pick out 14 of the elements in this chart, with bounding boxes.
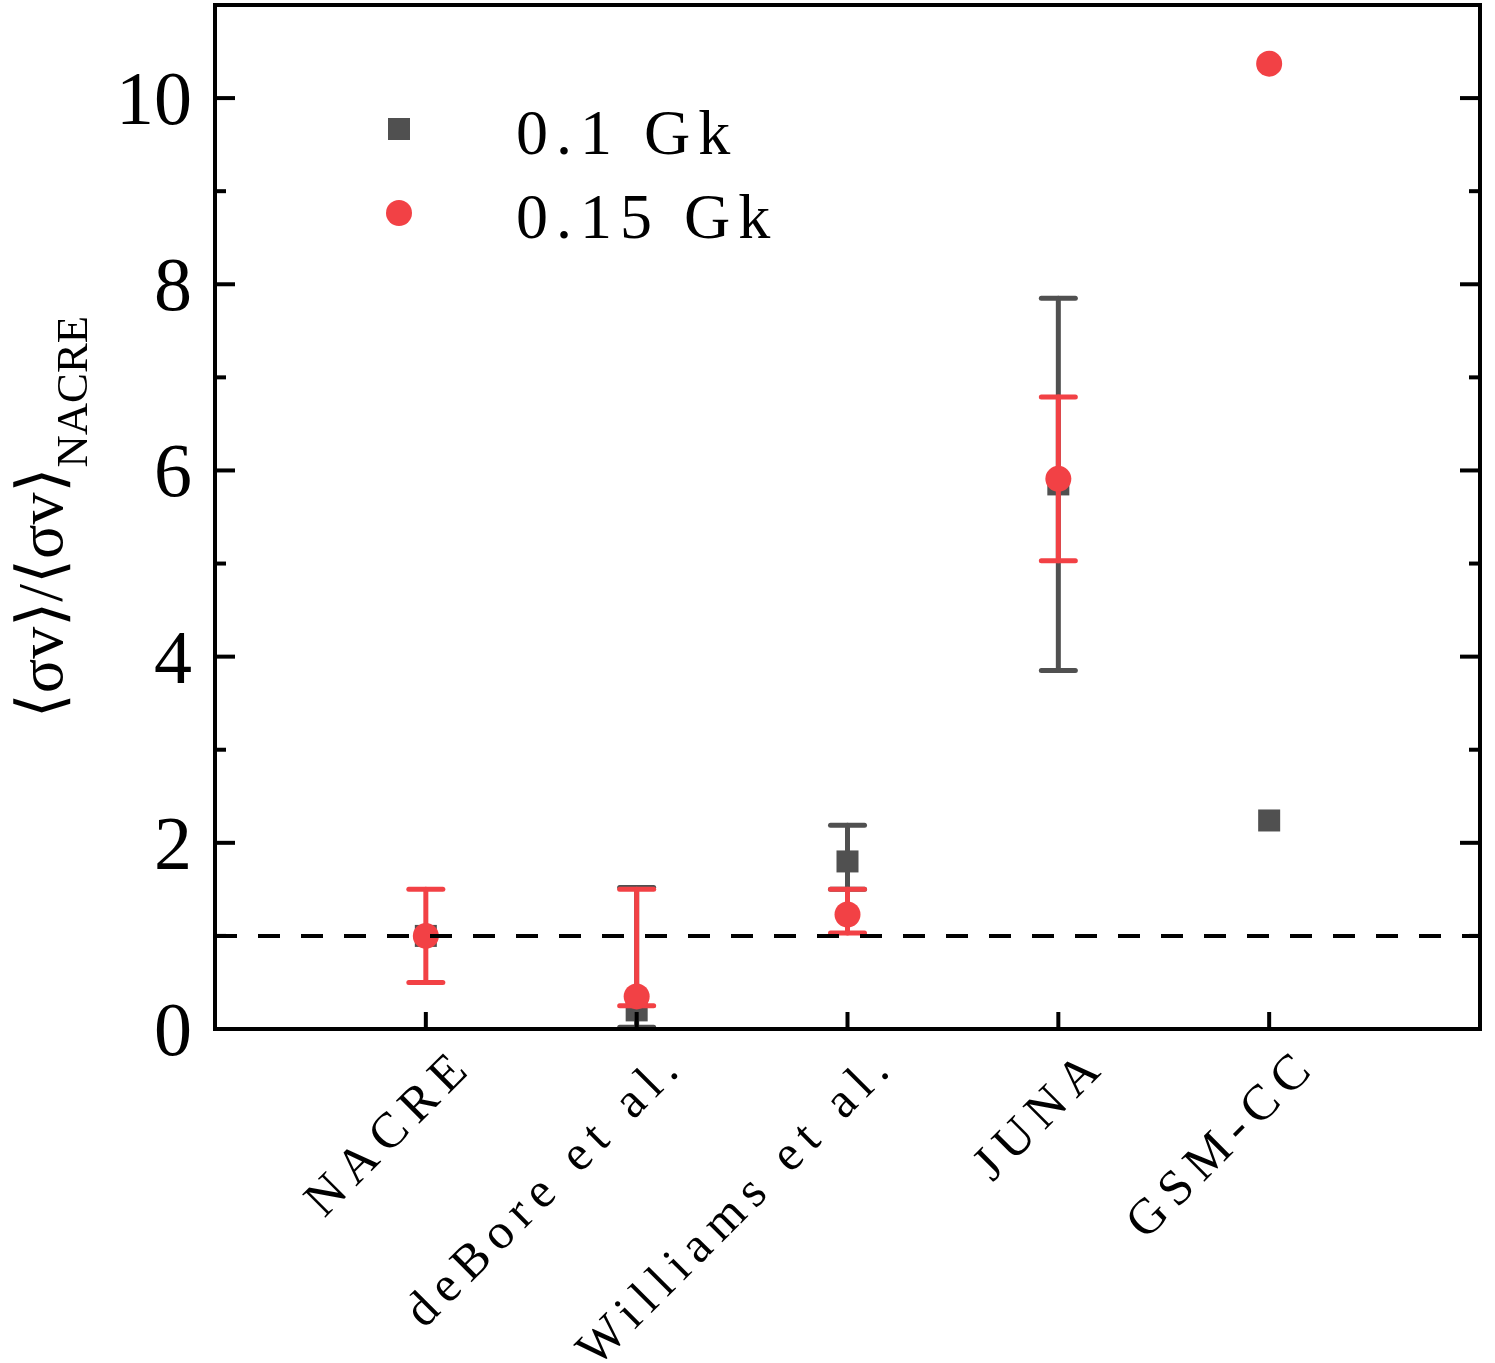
point [1256, 50, 1283, 77]
y-tick-label: 0 [154, 987, 192, 1071]
y-tick-label: 2 [154, 800, 192, 885]
y-tick-label: 6 [154, 428, 192, 513]
y-tick-label: 8 [154, 242, 192, 327]
y-tick-label: 4 [154, 614, 192, 699]
legend-label: 0.1 Gk [516, 96, 739, 168]
y-tick-label: 10 [116, 56, 192, 141]
point [834, 901, 861, 928]
point [836, 850, 859, 873]
point [1045, 465, 1072, 492]
legend-label: 0.15 Gk [516, 180, 779, 252]
point [1258, 809, 1281, 832]
point [623, 983, 650, 1010]
